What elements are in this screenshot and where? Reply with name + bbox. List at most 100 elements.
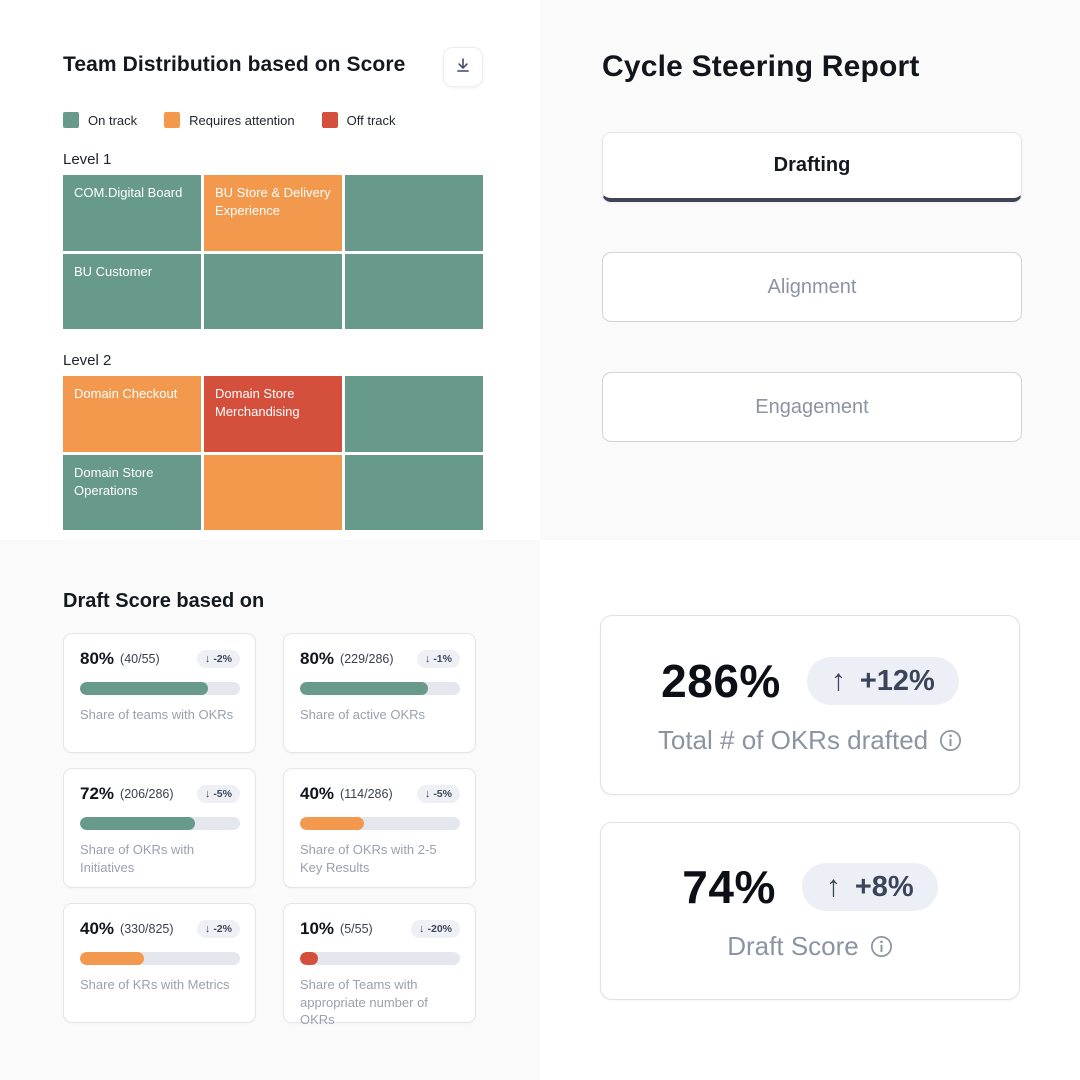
level-1-label: Level 1	[63, 151, 112, 168]
treemap-cell[interactable]: Domain Checkout	[63, 376, 201, 452]
progress-fill	[300, 682, 428, 695]
metric-delta-value: -2%	[213, 923, 232, 935]
metric-top-row: 40% (114/286) ↓ -5%	[300, 784, 460, 804]
stage-button-drafting[interactable]: Drafting	[602, 132, 1022, 202]
metric-percent: 80%	[300, 649, 335, 668]
summary-label: Draft Score	[727, 931, 893, 962]
progress-bar	[80, 682, 240, 695]
treemap-cell[interactable]	[345, 253, 483, 329]
treemap-cell[interactable]	[345, 454, 483, 530]
metric-top-row: 72% (206/286) ↓ -5%	[80, 784, 240, 804]
metric-card-krs-with-metrics: 40% (330/825) ↓ -2% Share of KRs with Me…	[63, 903, 256, 1023]
legend-label: Off track	[346, 112, 396, 128]
treemap-cell[interactable]: Domain Store Merchandising	[204, 376, 342, 452]
progress-bar	[300, 952, 460, 965]
summary-label-text: Total # of OKRs drafted	[657, 725, 929, 755]
metric-delta-badge: ↓ -2%	[196, 650, 240, 668]
summary-card-draft-score: 74% ↑ +8% Draft Score	[600, 822, 1020, 1000]
team-distribution-panel: Team Distribution based on Score On trac…	[0, 0, 540, 540]
metric-card-okrs-with-key-results: 40% (114/286) ↓ -5% Share of OKRs with 2…	[283, 768, 476, 888]
metric-fraction: (114/286)	[340, 787, 393, 801]
team-distribution-title: Team Distribution based on Score	[63, 53, 406, 76]
legend-item-requires-attention: Requires attention	[164, 112, 295, 128]
metric-card-okrs-with-initiatives: 72% (206/286) ↓ -5% Share of OKRs with I…	[63, 768, 256, 888]
info-icon[interactable]	[870, 935, 893, 958]
cycle-steering-panel: Cycle Steering Report Drafting Alignment…	[540, 0, 1080, 540]
metric-label: Share of Teams with appropriate number o…	[300, 977, 428, 1028]
metric-top-row: 40% (330/825) ↓ -2%	[80, 919, 240, 939]
metric-card-teams-appropriate-okrs: 10% (5/55) ↓ -20% Share of Teams with ap…	[283, 903, 476, 1027]
summary-card-okrs-drafted: 286% ↑ +12% Total # of OKRs drafted	[600, 615, 1020, 795]
metric-label: Share of KRs with Metrics	[80, 977, 230, 992]
info-icon[interactable]	[939, 729, 962, 752]
metric-fraction: (5/55)	[340, 922, 373, 936]
treemap-cell[interactable]: Domain Store Operations	[63, 454, 201, 530]
metric-fraction: (206/286)	[120, 787, 174, 801]
summary-panel: 286% ↑ +12% Total # of OKRs drafted	[540, 540, 1080, 1080]
legend-item-off-track: Off track	[321, 112, 396, 128]
summary-value-row: 286% ↑ +12%	[661, 654, 959, 708]
metric-card-active-okrs: 80% (229/286) ↓ -1% Share of active OKRs	[283, 633, 476, 753]
summary-label: Total # of OKRs drafted	[658, 725, 962, 756]
metric-delta-value: -5%	[213, 788, 232, 800]
level-2-label: Level 2	[63, 352, 112, 369]
cycle-steering-title: Cycle Steering Report	[602, 50, 920, 83]
treemap-cell[interactable]	[345, 175, 483, 251]
progress-bar	[300, 682, 460, 695]
legend-label: Requires attention	[189, 112, 295, 128]
stage-button-label: Alignment	[767, 275, 857, 298]
treemap-cell[interactable]: BU Store & Delivery Experience	[204, 175, 342, 251]
metric-percent: 80%	[80, 649, 115, 668]
treemap-cell[interactable]	[204, 253, 342, 329]
treemap-cell[interactable]: COM.Digital Board	[63, 175, 201, 251]
progress-fill	[300, 817, 364, 830]
metric-delta-badge: ↓ -2%	[196, 920, 240, 938]
progress-fill	[80, 952, 144, 965]
metric-label: Share of OKRs with 2-5 Key Results	[300, 842, 437, 875]
progress-fill	[80, 817, 196, 830]
requires-attention-swatch	[164, 112, 181, 128]
arrow-up-icon: ↑	[825, 870, 841, 903]
download-button[interactable]	[443, 47, 483, 87]
progress-bar	[300, 817, 460, 830]
metric-top-row: 80% (229/286) ↓ -1%	[300, 649, 460, 669]
metric-label: Share of teams with OKRs	[80, 707, 234, 722]
metric-fraction: (330/825)	[120, 922, 174, 936]
arrow-down-icon: ↓	[204, 923, 211, 935]
legend-label: On track	[88, 112, 138, 128]
arrow-up-icon: ↑	[830, 664, 846, 697]
summary-delta-value: +8%	[854, 870, 914, 903]
metric-top-row: 80% (40/55) ↓ -2%	[80, 649, 240, 669]
level-2-treemap: Domain Checkout Domain Store Merchandisi…	[63, 376, 483, 530]
stage-button-engagement[interactable]: Engagement	[602, 372, 1022, 442]
metric-delta-value: -5%	[433, 788, 452, 800]
metric-delta-badge: ↓ -20%	[410, 920, 460, 938]
metric-label: Share of active OKRs	[300, 707, 425, 722]
status-legend: On track Requires attention Off track	[63, 112, 483, 128]
progress-fill	[300, 952, 318, 965]
summary-value-row: 74% ↑ +8%	[682, 860, 938, 914]
summary-delta-value: +12%	[859, 664, 935, 697]
metric-delta-badge: ↓ -5%	[416, 785, 460, 803]
progress-bar	[80, 952, 240, 965]
summary-delta-badge: ↑ +12%	[806, 657, 959, 705]
treemap-cell[interactable]	[345, 376, 483, 452]
stage-button-label: Drafting	[773, 154, 851, 176]
treemap-cell[interactable]	[204, 454, 342, 530]
download-icon	[454, 56, 472, 79]
arrow-down-icon: ↓	[424, 653, 431, 665]
metric-percent: 10%	[300, 919, 335, 938]
draft-score-panel: Draft Score based on 80% (40/55) ↓ -2% S…	[0, 540, 540, 1080]
metric-card-grid: 80% (40/55) ↓ -2% Share of teams with OK…	[63, 633, 476, 1027]
metric-percent: 40%	[80, 919, 115, 938]
stage-button-alignment[interactable]: Alignment	[602, 252, 1022, 322]
arrow-down-icon: ↓	[418, 923, 425, 935]
treemap-cell[interactable]: BU Customer	[63, 253, 201, 329]
metric-percent: 72%	[80, 784, 115, 803]
progress-bar	[80, 817, 240, 830]
draft-score-title: Draft Score based on	[63, 590, 265, 612]
summary-value: 286%	[661, 655, 781, 707]
metric-top-row: 10% (5/55) ↓ -20%	[300, 919, 460, 939]
metric-delta-value: -20%	[427, 923, 452, 935]
